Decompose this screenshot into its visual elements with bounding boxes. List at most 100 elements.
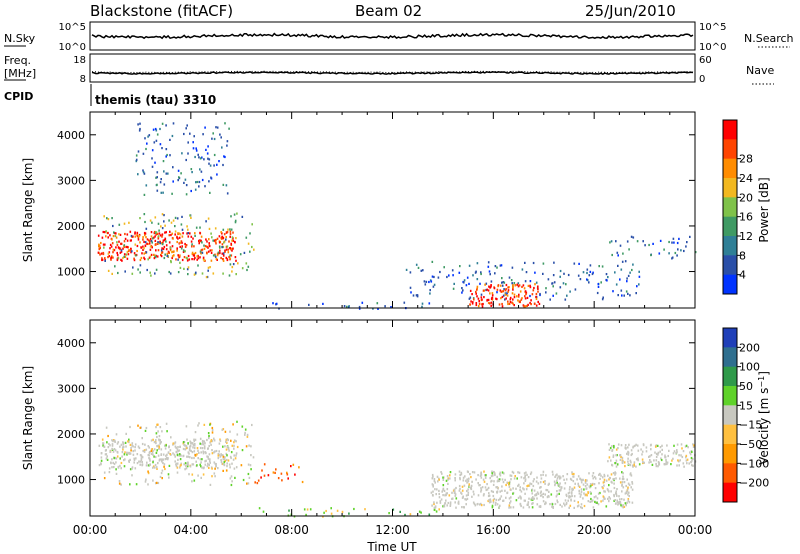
scatter-cell-power [146, 142, 148, 145]
scatter-cell-power [591, 272, 594, 276]
scatter-cell-velocity [492, 474, 494, 477]
scatter-cell-velocity [433, 501, 435, 504]
scatter-cell-velocity [524, 476, 526, 479]
scatter-cell-power [187, 273, 189, 276]
scatter-cell-power [592, 271, 594, 274]
scatter-cell-power [172, 180, 174, 183]
scatter-cell-power [504, 298, 506, 301]
scatter-cell-velocity [141, 456, 144, 459]
colorbar-swatch [723, 444, 737, 464]
scatter-cell-velocity [580, 481, 583, 484]
scatter-cell-velocity [512, 471, 515, 474]
scatter-cell-power [221, 232, 223, 235]
scatter-cell-power [529, 280, 532, 283]
scatter-cell-velocity [139, 454, 142, 457]
scatter-cell-power [137, 268, 139, 271]
nsky-strip-frame [89, 21, 696, 51]
scatter-cell-velocity [106, 455, 108, 458]
scatter-cell-velocity [447, 501, 450, 505]
scatter-cell-power [474, 271, 477, 274]
scatter-cell-velocity [233, 439, 236, 442]
scatter-cell-power [209, 249, 212, 252]
scatter-cell-velocity [191, 456, 193, 460]
scatter-cell-velocity [219, 439, 222, 442]
scatter-cell-power [615, 283, 618, 286]
scatter-cell-velocity [563, 478, 565, 481]
scatter-cell-power [421, 302, 424, 305]
scatter-cell-velocity [578, 489, 580, 492]
station-title: Blackstone (fitACF) [90, 2, 233, 20]
scatter-cell-power [163, 170, 165, 173]
scatter-cell-velocity [559, 482, 561, 485]
scatter-cell-velocity [613, 445, 615, 448]
scatter-cell-power [168, 251, 170, 254]
scatter-cell-velocity [188, 473, 190, 476]
scatter-cell-velocity [613, 495, 615, 498]
scatter-cell-power [489, 286, 491, 289]
scatter-cell-velocity [225, 438, 228, 441]
scatter-cell-velocity [619, 502, 622, 505]
scatter-cell-velocity [220, 458, 222, 462]
scatter-cell-velocity [584, 481, 587, 484]
scatter-cell-velocity [577, 501, 579, 504]
scatter-cell-velocity [539, 481, 542, 484]
scatter-cell-velocity [548, 482, 550, 485]
colorbar-swatch [723, 158, 737, 179]
scatter-cell-velocity [222, 469, 224, 472]
scatter-cell-power [431, 260, 434, 263]
scatter-cell-power [501, 302, 503, 306]
scatter-cell-velocity [615, 477, 617, 480]
scatter-cell-power [183, 181, 185, 184]
scatter-cell-velocity [461, 489, 464, 492]
scatter-cell-velocity [527, 503, 529, 506]
scatter-cell-velocity [176, 452, 179, 455]
scatter-cell-velocity [193, 444, 196, 447]
scatter-cell-velocity [540, 490, 542, 493]
scatter-cell-power [512, 302, 514, 305]
scatter-cell-velocity [430, 491, 433, 494]
scatter-cell-velocity [615, 448, 618, 451]
scatter-cell-velocity [679, 459, 681, 462]
scatter-cell-velocity [539, 494, 542, 497]
scatter-cell-velocity [445, 479, 448, 482]
scatter-cell-power [384, 305, 386, 308]
scatter-cell-velocity [432, 475, 434, 478]
scatter-cell-velocity [298, 466, 300, 469]
scatter-cell-velocity [539, 505, 542, 508]
scatter-cell-power [534, 302, 536, 305]
scatter-cell-power [171, 232, 173, 235]
scatter-cell-power [131, 272, 134, 275]
scatter-cell-power [420, 269, 423, 272]
scatter-cell-power [412, 294, 415, 297]
scatter-cell-velocity [556, 490, 558, 493]
scatter-cell-velocity [131, 474, 133, 477]
scatter-cell-velocity [462, 476, 465, 479]
scatter-cell-power [137, 238, 140, 241]
scatter-cell-velocity [364, 508, 366, 511]
scatter-cell-power [573, 262, 576, 265]
scatter-cell-velocity [165, 444, 167, 447]
scatter-cell-power [531, 293, 534, 296]
scatter-cell-velocity [174, 460, 176, 463]
scatter-cell-power [147, 242, 149, 246]
scatter-cell-velocity [154, 455, 157, 459]
scatter-cell-power [409, 286, 412, 289]
scatter-cell-velocity [440, 471, 442, 474]
scatter-cell-velocity [627, 457, 629, 460]
scatter-cell-velocity [191, 442, 193, 445]
scatter-cell-power [181, 235, 184, 238]
scatter-cell-velocity [625, 490, 628, 493]
scatter-cell-power [203, 244, 205, 247]
scatter-cell-power [521, 268, 524, 271]
scatter-cell-velocity [628, 501, 631, 504]
scatter-cell-power [190, 240, 193, 243]
scatter-cell-power [191, 258, 193, 261]
scatter-cell-power [615, 240, 617, 243]
scatter-cell-velocity [236, 433, 239, 436]
scatter-cell-velocity [261, 469, 263, 472]
scatter-cell-power [151, 149, 154, 152]
scatter-cell-velocity [143, 449, 146, 452]
scatter-cell-power [424, 283, 427, 286]
scatter-cell-power [535, 281, 538, 284]
scatter-cell-velocity [133, 461, 135, 464]
